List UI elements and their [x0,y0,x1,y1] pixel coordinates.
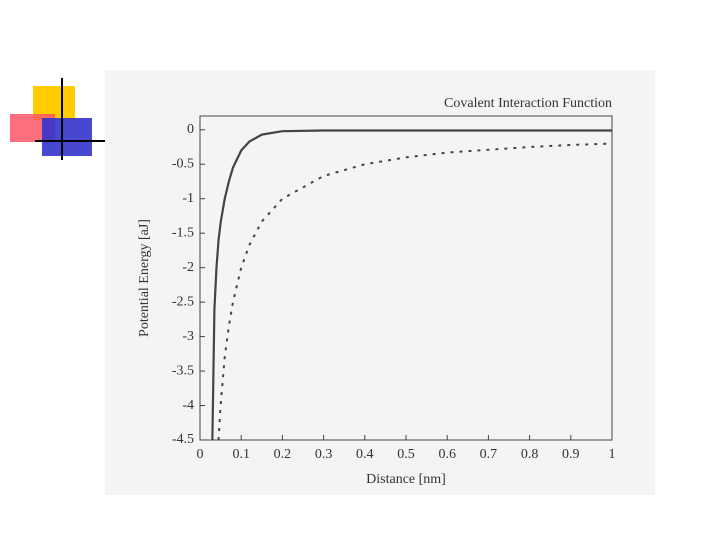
x-tick-label: 0.7 [480,447,498,462]
logo-blue [42,118,92,156]
x-tick-label: 0.5 [397,447,415,462]
y-tick-label: -4.5 [172,432,194,447]
x-tick-label: 0.1 [232,447,250,462]
y-tick-label: -3.5 [172,363,194,378]
y-tick-label: -0.5 [172,156,194,171]
x-tick-label: 0.4 [356,447,374,462]
x-tick-label: 0.6 [438,447,456,462]
y-tick-label: 0 [187,122,194,137]
y-tick-label: -2.5 [172,294,194,309]
x-tick-label: 0 [197,447,204,462]
x-tick-label: 1 [609,447,616,462]
y-tick-label: -1 [182,191,194,206]
x-axis-label: Distance [nm] [366,472,446,487]
x-tick-label: 0.3 [315,447,333,462]
y-tick-label: -3 [182,329,194,344]
scan-background [105,70,655,495]
x-tick-label: 0.8 [521,447,539,462]
chart-title: Covalent Interaction Function [444,96,612,111]
y-tick-label: -1.5 [172,225,194,240]
x-tick-label: 0.9 [562,447,580,462]
y-tick-label: -4 [182,398,194,413]
y-axis-label: Potential Energy [aJ] [137,219,152,337]
x-tick-label: 0.2 [274,447,292,462]
series-line [211,129,612,441]
y-tick-label: -2 [182,260,194,275]
